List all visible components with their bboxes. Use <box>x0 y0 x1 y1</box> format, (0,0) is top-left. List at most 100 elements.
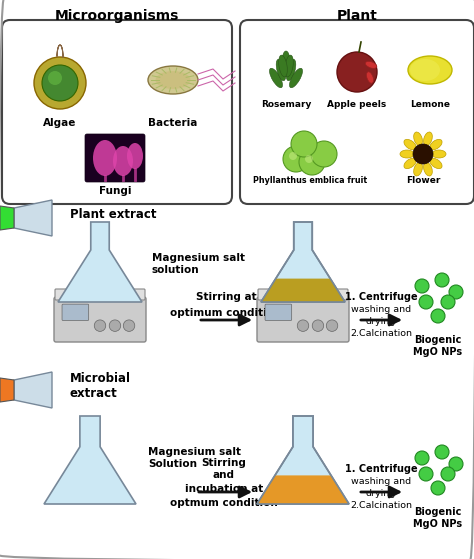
Circle shape <box>337 52 377 92</box>
Text: 2.Calcination: 2.Calcination <box>350 329 412 338</box>
FancyBboxPatch shape <box>258 289 348 300</box>
Ellipse shape <box>430 158 442 169</box>
Text: washing and: washing and <box>351 305 411 314</box>
Circle shape <box>34 57 86 109</box>
Ellipse shape <box>365 61 377 68</box>
Circle shape <box>48 71 62 85</box>
Text: Fungi: Fungi <box>99 186 131 196</box>
Ellipse shape <box>282 51 290 73</box>
Text: Microorganisms: Microorganisms <box>55 9 179 23</box>
Circle shape <box>297 320 309 331</box>
Ellipse shape <box>410 59 440 81</box>
Text: Biogenic
MgO NPs: Biogenic MgO NPs <box>413 507 463 529</box>
Ellipse shape <box>286 59 296 80</box>
Text: Bacteria: Bacteria <box>148 118 198 128</box>
Circle shape <box>431 309 445 323</box>
Text: Magnesium salt
Solution: Magnesium salt Solution <box>148 447 241 469</box>
Ellipse shape <box>270 68 283 88</box>
FancyBboxPatch shape <box>240 20 474 204</box>
Text: 1. Centrifuge: 1. Centrifuge <box>345 464 417 474</box>
Ellipse shape <box>279 55 287 77</box>
Circle shape <box>435 273 449 287</box>
Circle shape <box>413 144 433 164</box>
Text: drying: drying <box>366 489 396 498</box>
Ellipse shape <box>93 140 117 176</box>
Text: Stirring at: Stirring at <box>196 292 256 302</box>
Text: and: and <box>213 470 235 480</box>
Text: Biogenic
MgO NPs: Biogenic MgO NPs <box>413 335 463 357</box>
Polygon shape <box>257 416 349 504</box>
Polygon shape <box>14 200 52 236</box>
Ellipse shape <box>366 72 374 83</box>
Ellipse shape <box>404 139 416 150</box>
FancyBboxPatch shape <box>2 20 232 204</box>
Ellipse shape <box>414 163 422 176</box>
FancyBboxPatch shape <box>62 304 89 320</box>
Text: optmum condition: optmum condition <box>170 498 278 508</box>
Circle shape <box>299 149 325 175</box>
Circle shape <box>441 295 455 309</box>
Circle shape <box>441 467 455 481</box>
Circle shape <box>289 152 297 160</box>
Circle shape <box>305 155 313 163</box>
Ellipse shape <box>400 150 414 158</box>
Circle shape <box>123 320 135 331</box>
FancyBboxPatch shape <box>257 297 349 342</box>
Ellipse shape <box>408 56 452 84</box>
Circle shape <box>435 445 449 459</box>
Text: 2.Calcination: 2.Calcination <box>350 501 412 510</box>
Ellipse shape <box>404 158 416 169</box>
Polygon shape <box>261 278 345 302</box>
Ellipse shape <box>414 132 422 145</box>
Polygon shape <box>257 475 349 504</box>
Text: 1. Centrifuge: 1. Centrifuge <box>345 292 417 302</box>
Circle shape <box>431 481 445 495</box>
Circle shape <box>94 320 106 331</box>
Ellipse shape <box>127 143 143 169</box>
Text: Flower: Flower <box>406 176 440 185</box>
Text: Microbial
extract: Microbial extract <box>70 372 131 400</box>
Circle shape <box>419 467 433 481</box>
Text: incubation at: incubation at <box>185 484 263 494</box>
Circle shape <box>109 320 121 331</box>
Ellipse shape <box>290 68 302 88</box>
Polygon shape <box>58 222 142 302</box>
Polygon shape <box>0 206 14 230</box>
Circle shape <box>42 65 78 101</box>
Circle shape <box>291 131 317 157</box>
Ellipse shape <box>113 146 133 176</box>
Ellipse shape <box>155 71 191 89</box>
FancyBboxPatch shape <box>55 289 145 300</box>
Text: Magnesium salt
solution: Magnesium salt solution <box>152 253 245 275</box>
Ellipse shape <box>285 55 293 77</box>
Text: Phyllanthus emblica fruit: Phyllanthus emblica fruit <box>253 176 367 185</box>
FancyBboxPatch shape <box>85 134 145 182</box>
Circle shape <box>415 451 429 465</box>
Ellipse shape <box>424 132 432 145</box>
Circle shape <box>311 141 337 167</box>
Circle shape <box>449 285 463 299</box>
Text: Plant: Plant <box>337 9 377 23</box>
Text: Lemone: Lemone <box>410 100 450 109</box>
Circle shape <box>449 457 463 471</box>
Ellipse shape <box>148 66 198 94</box>
Text: washing and: washing and <box>351 477 411 486</box>
Ellipse shape <box>430 139 442 150</box>
Text: optimum condition: optimum condition <box>170 308 282 318</box>
Circle shape <box>415 279 429 293</box>
Text: Plant extract: Plant extract <box>70 207 156 220</box>
Circle shape <box>419 295 433 309</box>
Polygon shape <box>14 372 52 408</box>
Ellipse shape <box>432 150 446 158</box>
Text: Rosemary: Rosemary <box>261 100 311 109</box>
Text: drying: drying <box>366 317 396 326</box>
Circle shape <box>326 320 338 331</box>
Polygon shape <box>0 378 14 402</box>
Ellipse shape <box>424 163 432 176</box>
FancyBboxPatch shape <box>54 297 146 342</box>
Text: Algae: Algae <box>43 118 77 128</box>
Text: Apple peels: Apple peels <box>328 100 387 109</box>
Circle shape <box>312 320 324 331</box>
Polygon shape <box>261 222 345 302</box>
Text: Stirring: Stirring <box>201 458 246 468</box>
